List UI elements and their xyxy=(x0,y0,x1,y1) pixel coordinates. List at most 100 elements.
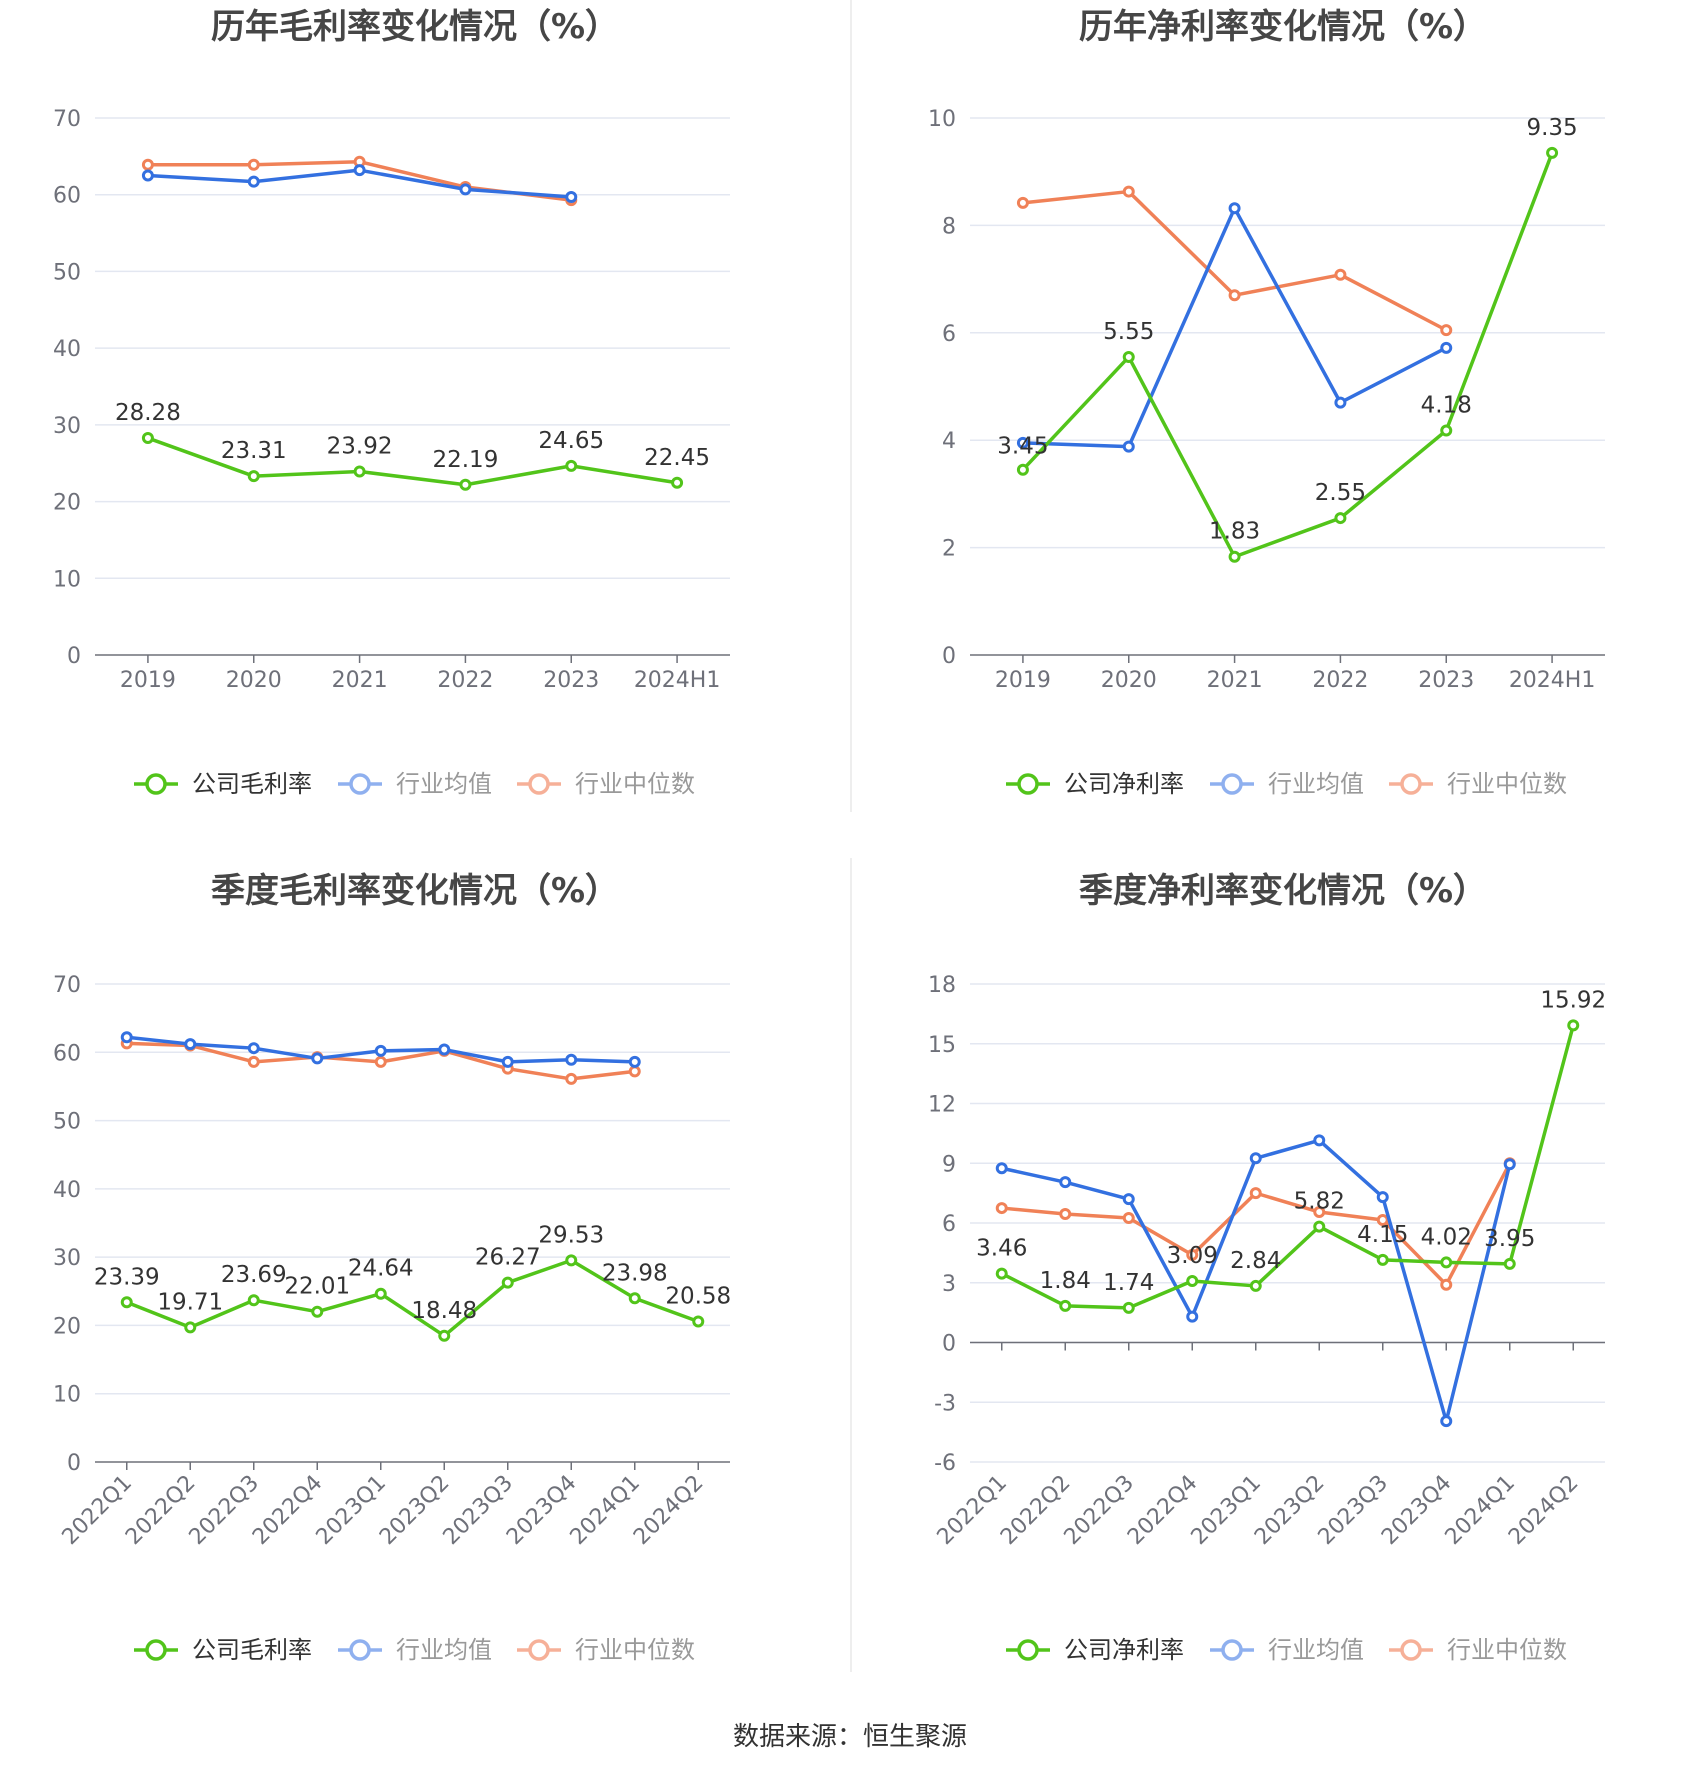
data-point-avg xyxy=(459,183,472,196)
data-point-median xyxy=(141,158,154,171)
x-tick-label: 2022Q1 xyxy=(933,1471,1012,1550)
data-point-company xyxy=(353,465,366,478)
series-line-company xyxy=(1000,1024,1575,1310)
y-tick-label: 3 xyxy=(942,1272,956,1297)
data-point-company xyxy=(1186,1274,1199,1287)
y-tick-label: 10 xyxy=(928,107,956,132)
data-point-company xyxy=(374,1287,387,1300)
x-tick-label: 2023Q2 xyxy=(1250,1471,1329,1550)
data-label: 3.95 xyxy=(1484,1226,1535,1252)
data-point-avg xyxy=(1249,1152,1262,1165)
legend-marker-avg xyxy=(1221,773,1243,795)
data-label: 22.45 xyxy=(644,445,710,471)
data-point-company xyxy=(995,1267,1008,1280)
legend-label: 公司毛利率 xyxy=(192,770,312,798)
data-label: 3.46 xyxy=(976,1236,1027,1262)
data-label: 2.84 xyxy=(1230,1248,1281,1274)
data-point-median xyxy=(565,1072,578,1085)
data-point-median xyxy=(1186,1248,1199,1261)
legend-label: 行业均值 xyxy=(1268,1636,1364,1664)
data-point-avg xyxy=(438,1043,451,1056)
data-point-avg xyxy=(1440,341,1453,354)
data-point-company xyxy=(671,476,684,489)
data-point-avg xyxy=(628,1055,641,1068)
x-tick-label: 2022 xyxy=(437,668,493,693)
data-point-company xyxy=(120,1296,133,1309)
legend-marker-median xyxy=(1400,1639,1422,1661)
x-tick-label: 2021 xyxy=(1207,668,1263,693)
data-label: 4.02 xyxy=(1421,1224,1472,1250)
chart-title: 季度毛利率变化情况（%） xyxy=(211,871,619,911)
y-tick-label: -3 xyxy=(934,1391,956,1416)
data-point-median xyxy=(628,1065,641,1078)
data-point-median xyxy=(1016,196,1029,209)
series-line-company xyxy=(147,436,678,487)
x-tick-label: 2023Q4 xyxy=(502,1471,581,1550)
data-label: 4.18 xyxy=(1421,393,1472,419)
data-point-company xyxy=(1059,1299,1072,1312)
chart-title: 季度净利率变化情况（%） xyxy=(1079,871,1487,911)
y-tick-label: 0 xyxy=(67,644,81,669)
data-point-company xyxy=(311,1305,324,1318)
data-point-median xyxy=(1440,1278,1453,1291)
legend-label: 行业中位数 xyxy=(575,770,695,798)
data-label: 24.64 xyxy=(348,1256,414,1282)
data-point-avg xyxy=(1228,202,1241,215)
data-source-note: 数据来源：恒生聚源 xyxy=(732,1722,967,1752)
x-tick-label: 2023Q1 xyxy=(1187,1471,1266,1550)
data-point-avg xyxy=(247,175,260,188)
chart-title: 历年净利率变化情况（%） xyxy=(1079,7,1487,47)
y-tick-label: 10 xyxy=(53,567,81,592)
data-point-avg xyxy=(247,1042,260,1055)
data-label: 3.09 xyxy=(1167,1243,1218,1269)
y-tick-label: 20 xyxy=(53,491,81,516)
x-tick-label: 2023Q2 xyxy=(375,1471,454,1550)
data-point-company xyxy=(1334,512,1347,525)
series-line-company xyxy=(1021,152,1554,559)
legend-label: 公司毛利率 xyxy=(192,1636,312,1664)
data-point-company xyxy=(184,1321,197,1334)
y-tick-label: 70 xyxy=(53,107,81,132)
data-point-company xyxy=(247,1294,260,1307)
chart-annual-net-margin: 历年净利率变化情况（%） 0 2 4 6 8 10 2019 2020 2021 2022 2023 2… xyxy=(928,7,1605,798)
legend-marker-company xyxy=(145,773,167,795)
data-label: 23.98 xyxy=(602,1260,668,1286)
data-label: 23.69 xyxy=(221,1262,287,1288)
x-tick-label: 2021 xyxy=(332,668,388,693)
data-point-company xyxy=(1249,1279,1262,1292)
y-tick-label: 30 xyxy=(53,414,81,439)
data-label: 23.39 xyxy=(94,1264,160,1290)
x-tick-label: 2022Q4 xyxy=(248,1471,327,1550)
data-label: 18.48 xyxy=(411,1298,477,1324)
x-tick-label: 2019 xyxy=(120,668,176,693)
y-tick-label: 4 xyxy=(942,429,956,454)
data-label: 22.19 xyxy=(432,447,498,473)
legend-label: 行业中位数 xyxy=(575,1636,695,1664)
data-point-company xyxy=(1122,1301,1135,1314)
legend-marker-avg xyxy=(349,1639,371,1661)
data-point-median xyxy=(374,1055,387,1068)
y-tick-label: 12 xyxy=(928,1093,956,1118)
x-tick-label: 2022Q1 xyxy=(58,1471,137,1550)
y-tick-label: -6 xyxy=(934,1451,956,1476)
data-label: 1.84 xyxy=(1040,1268,1091,1294)
data-label: 26.27 xyxy=(475,1245,541,1271)
legend-marker-median xyxy=(528,1639,550,1661)
legend-marker-avg xyxy=(349,773,371,795)
data-label: 20.58 xyxy=(665,1283,731,1309)
x-tick-label: 2024H1 xyxy=(1509,668,1596,693)
data-point-company xyxy=(628,1292,641,1305)
y-tick-label: 18 xyxy=(928,973,956,998)
series-line-avg xyxy=(1022,206,1448,449)
legend-marker-company xyxy=(1017,773,1039,795)
x-tick-label: 2022Q3 xyxy=(185,1471,264,1550)
data-point-avg xyxy=(141,169,154,182)
legend-label: 公司净利率 xyxy=(1064,1636,1184,1664)
data-point-avg xyxy=(353,164,366,177)
y-tick-label: 8 xyxy=(942,214,956,239)
data-label: 4.15 xyxy=(1357,1222,1408,1248)
legend-label: 行业均值 xyxy=(396,1636,492,1664)
data-label: 1.74 xyxy=(1103,1270,1154,1296)
data-label: 15.92 xyxy=(1540,987,1606,1013)
